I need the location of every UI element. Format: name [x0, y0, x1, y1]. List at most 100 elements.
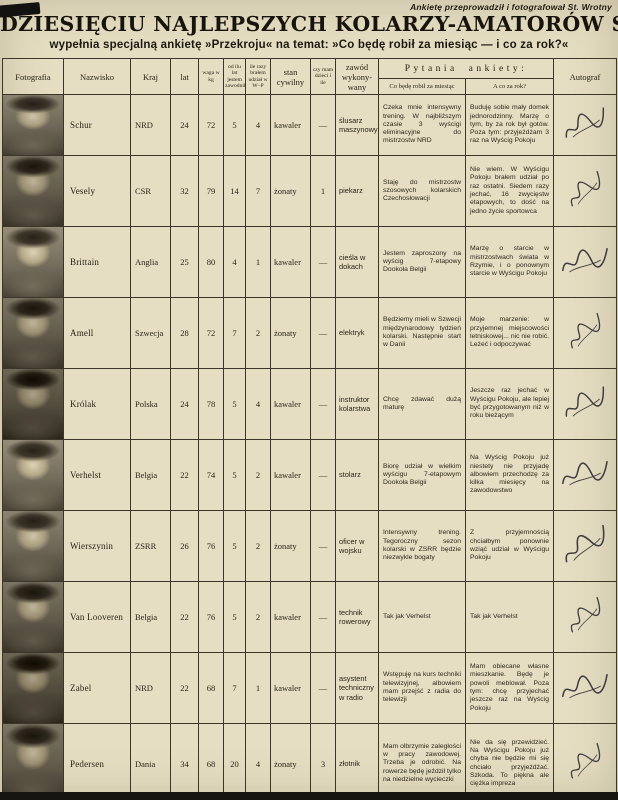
cyclist-wp-starts: 4	[245, 368, 271, 440]
answer-next-year: Buduję sobie mały domek jednorodzinny. M…	[464, 94, 555, 156]
cyclist-name: Pedersen	[63, 723, 131, 800]
autograph-signature-icon	[570, 596, 601, 632]
answer-next-month: Czeka mnie intensywny trening. W najbliż…	[378, 94, 466, 156]
cyclist-row: Zabel NRD 22 68 7 1 kawaler — asystent t…	[2, 652, 618, 724]
cyclist-photo-cell	[2, 226, 64, 298]
cyclist-children: —	[310, 652, 336, 724]
cyclist-weight: 68	[198, 723, 224, 800]
cyclist-children: 3	[310, 723, 336, 800]
cyclist-children: —	[310, 581, 336, 653]
autograph-signature-icon	[562, 460, 608, 485]
cyclist-years-as-competitor: 20	[223, 723, 246, 800]
cyclist-marital-status: kawaler	[270, 94, 311, 156]
cyclist-years-as-competitor: 4	[223, 226, 246, 298]
cyclist-name: Amell	[63, 297, 131, 369]
answer-next-year: Nie da się przewidzieć. Na Wyścigu Pokoj…	[464, 723, 555, 800]
cyclist-age: 26	[170, 510, 199, 582]
answer-next-month: Tak jak Verhelst	[378, 581, 466, 653]
cyclist-marital-status: żonaty	[270, 297, 311, 369]
cyclist-country: Anglia	[130, 226, 171, 298]
cyclist-marital-status: kawaler	[270, 581, 311, 653]
cyclist-occupation: ślusarz maszynowy	[335, 94, 379, 156]
answer-next-month: Wstępuję na kurs techniki telewizyjnej, …	[378, 652, 466, 724]
cyclist-occupation: cieśla w dokach	[335, 226, 379, 298]
cyclist-years-as-competitor: 7	[223, 297, 246, 369]
cyclist-weight: 76	[198, 581, 224, 653]
cyclist-marital-status: kawaler	[270, 439, 311, 511]
answer-next-year: Moje marzenie: w przyjemnej miejscowości…	[464, 297, 555, 369]
answer-next-year: Marzę o starcie w mistrzostwach świata w…	[464, 226, 555, 298]
cyclist-weight: 74	[198, 439, 224, 511]
cyclist-children: —	[310, 226, 336, 298]
cyclist-marital-status: żonaty	[270, 723, 311, 800]
cyclist-years-as-competitor: 5	[223, 581, 246, 653]
cyclist-photo	[3, 156, 63, 226]
cyclist-photo-cell	[2, 439, 64, 511]
cyclist-marital-status: kawaler	[270, 652, 311, 724]
answer-next-month: Jestem zaproszony na wyścig 7-etapowy Do…	[378, 226, 466, 298]
answer-next-month: Mam olbrzymie zaległości w pracy zawodow…	[378, 723, 466, 800]
cyclist-age: 28	[170, 297, 199, 369]
cyclist-country: NRD	[130, 94, 171, 156]
cyclist-children: —	[310, 439, 336, 511]
answer-next-month: Staję do mistrzostw szosowych kolarskich…	[378, 155, 466, 227]
autograph-cell	[553, 368, 618, 440]
autograph-signature-icon	[565, 385, 605, 417]
autograph-signature-icon	[570, 170, 601, 206]
col-header-stan-cywilny: stan cywilny	[270, 58, 311, 95]
cyclist-age: 24	[170, 368, 199, 440]
autograph-cell	[553, 581, 618, 653]
cyclist-country: Dania	[130, 723, 171, 800]
cyclist-occupation: asystent techniczny w radio	[335, 652, 379, 724]
col-header-autograf: Autograf	[553, 58, 618, 95]
col-header-pytanie-miesiac: Co będę robił za miesiąc	[378, 78, 466, 95]
autograph-cell	[553, 652, 618, 724]
cyclist-country: NRD	[130, 652, 171, 724]
autograph-signature-icon	[562, 673, 608, 698]
autograph-cell	[553, 297, 618, 369]
cyclist-occupation: piekarz	[335, 155, 379, 227]
answer-next-year: Z przyjemnością chciałbym ponownie wziąć…	[464, 510, 555, 582]
cyclist-wp-starts: 2	[245, 510, 271, 582]
cyclist-photo-cell	[2, 155, 64, 227]
cyclist-marital-status: kawaler	[270, 226, 311, 298]
col-header-pytanie-rok: A co za rok?	[464, 78, 555, 95]
cyclist-photo	[3, 582, 63, 652]
cyclist-name: Królak	[63, 368, 131, 440]
cyclist-row: Wierszynin ZSRR 26 76 5 2 żonaty — ofice…	[2, 510, 618, 582]
autograph-cell	[553, 439, 618, 511]
cyclist-country: CSR	[130, 155, 171, 227]
cyclist-name: Schur	[63, 94, 131, 156]
cyclist-wp-starts: 2	[245, 297, 271, 369]
cyclist-photo	[3, 511, 63, 581]
cyclist-weight: 72	[198, 94, 224, 156]
cyclist-occupation: technik rowerowy	[335, 581, 379, 653]
cyclist-age: 24	[170, 94, 199, 156]
cyclist-name: Wierszynin	[63, 510, 131, 582]
cyclist-marital-status: żonaty	[270, 510, 311, 582]
answer-next-month: Intensywny trening. Tegoroczny sezon kol…	[378, 510, 466, 582]
cyclist-photo-cell	[2, 297, 64, 369]
cyclist-children: —	[310, 510, 336, 582]
autograph-signature-icon	[565, 106, 605, 138]
scan-bottom-band	[0, 792, 618, 800]
cyclist-wp-starts: 2	[245, 581, 271, 653]
survey-table-body: Schur NRD 24 72 5 4 kawaler — ślusarz ma…	[2, 94, 618, 800]
col-header-dzieci: czy mam dzieci i ile	[310, 58, 336, 95]
cyclist-wp-starts: 1	[245, 652, 271, 724]
cyclist-children: —	[310, 94, 336, 156]
cyclist-photo-cell	[2, 652, 64, 724]
cyclist-years-as-competitor: 7	[223, 652, 246, 724]
cyclist-row: Brittain Anglia 25 80 4 1 kawaler — cieś…	[2, 226, 618, 298]
cyclist-weight: 78	[198, 368, 224, 440]
col-header-waga: waga w kg	[198, 58, 224, 95]
cyclist-photo	[3, 724, 63, 800]
col-header-kraj: Kraj	[130, 58, 171, 95]
cyclist-country: Belgia	[130, 581, 171, 653]
cyclist-row: Królak Polska 24 78 5 4 kawaler — instru…	[2, 368, 618, 440]
cyclist-children: —	[310, 297, 336, 369]
autograph-cell	[553, 155, 618, 227]
cyclist-row: Pedersen Dania 34 68 20 4 żonaty 3 złotn…	[2, 723, 618, 800]
cyclist-photo	[3, 369, 63, 439]
